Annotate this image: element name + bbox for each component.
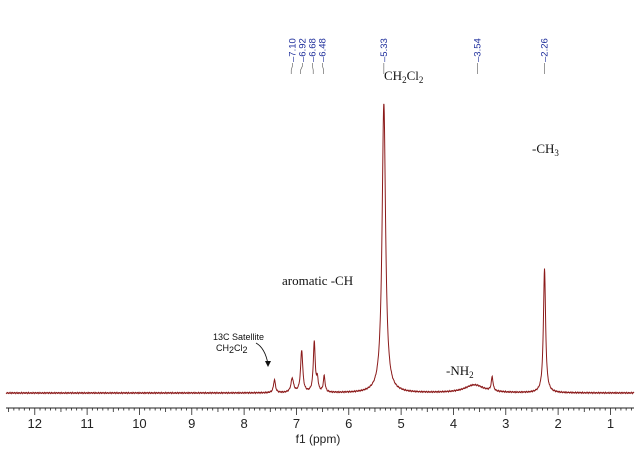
- annotation-aromatic: aromatic -CH: [282, 273, 353, 288]
- x-tick-label: 12: [28, 416, 42, 431]
- spectrum-trace: [5, 103, 635, 395]
- peak-pick-connector: [312, 63, 314, 74]
- peak-pick-connector: [290, 63, 293, 74]
- annotation-13c-satellite: 13C Satellite: [213, 332, 264, 342]
- satellite-arrow-head: [265, 361, 271, 367]
- x-tick-label: 10: [132, 416, 146, 431]
- annotation-satellite-ch2cl2: CH2Cl2: [216, 343, 248, 355]
- x-tick-label: 11: [80, 416, 94, 431]
- annotation-nh2: -NH2: [446, 363, 474, 380]
- peak-pick-label: –6.48: [317, 38, 328, 62]
- annotation-ch2cl2: CH2Cl2: [384, 68, 423, 85]
- peak-pick-lines: [290, 63, 545, 74]
- x-tick-label: 3: [502, 416, 509, 431]
- peak-pick-connector: [300, 63, 303, 74]
- peak-pick-label: –6.92: [297, 38, 308, 62]
- annotation-ch3: -CH3: [532, 141, 559, 158]
- peak-pick-label: –2.26: [540, 38, 551, 62]
- x-tick-label: 8: [240, 416, 247, 431]
- peak-pick-label: –5.33: [379, 38, 390, 62]
- x-ticks: 12 11 10 9 8 7 6 5 4 3 2 1: [8, 408, 632, 431]
- x-tick-label: 5: [397, 416, 404, 431]
- peak-pick-connector: [322, 63, 324, 74]
- x-tick-label: 2: [554, 416, 561, 431]
- x-tick-label: 6: [345, 416, 352, 431]
- x-tick-label: 4: [450, 416, 457, 431]
- x-axis-label: f1 (ppm): [296, 432, 341, 446]
- satellite-arrow: [255, 342, 269, 365]
- peak-pick-label: –6.68: [307, 38, 318, 62]
- peak-pick-label: –7.10: [287, 38, 298, 62]
- x-tick-label: 7: [293, 416, 300, 431]
- x-tick-label: 1: [607, 416, 614, 431]
- peak-pick-label: –3.54: [473, 38, 484, 62]
- x-tick-label: 9: [188, 416, 195, 431]
- peak-pick-labels: –7.10 –6.92 –6.68 –6.48 –5.33 –3.54 –2.26: [287, 38, 550, 62]
